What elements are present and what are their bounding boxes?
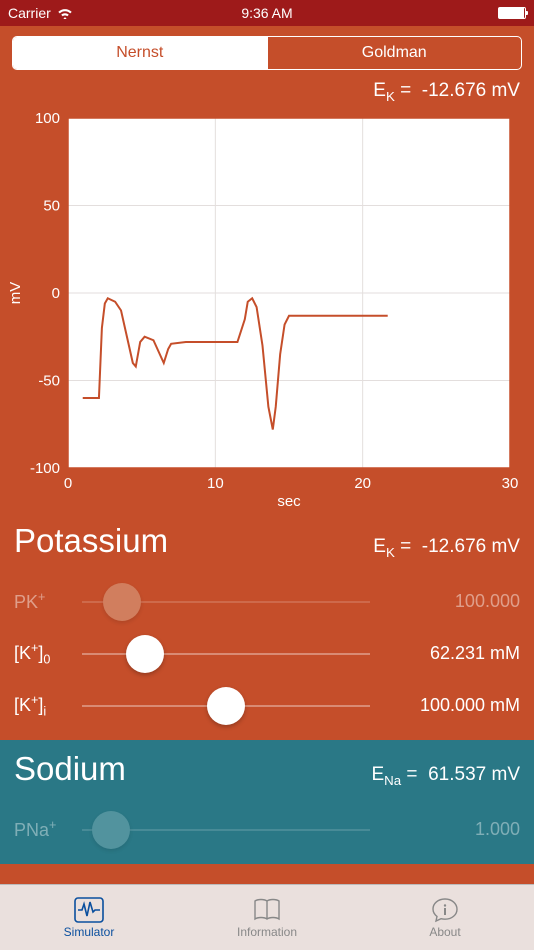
svg-text:50: 50	[43, 197, 60, 214]
slider-label: PK+	[14, 590, 82, 613]
voltage-chart: -100 -50 0 50 100 0 10 20 30 mV sec	[0, 112, 534, 512]
potassium-title: Potassium	[14, 522, 168, 560]
tab-bar: Simulator Information About	[0, 884, 534, 950]
clock: 9:36 AM	[181, 5, 354, 21]
ek-readout: EK = -12.676 mV	[0, 76, 534, 112]
slider[interactable]	[82, 587, 370, 617]
battery-icon	[498, 7, 526, 19]
slider-value: 1.000	[370, 819, 520, 840]
slider[interactable]	[82, 639, 370, 669]
svg-text:10: 10	[207, 475, 224, 492]
tab-about[interactable]: About	[356, 885, 534, 950]
svg-text:20: 20	[354, 475, 371, 492]
slider-label: [K+]0	[14, 641, 82, 667]
sodium-ek: ENa = 61.537 mV	[371, 764, 520, 788]
slider-value: 62.231 mM	[370, 643, 520, 664]
tab-information[interactable]: Information	[178, 885, 356, 950]
slider-label: PNa+	[14, 818, 82, 841]
slider-value: 100.000 mM	[370, 695, 520, 716]
potassium-row: [K+]i 100.000 mM	[14, 680, 520, 732]
svg-text:mV: mV	[7, 282, 24, 305]
slider[interactable]	[82, 691, 370, 721]
svg-text:100: 100	[35, 112, 60, 127]
sodium-title: Sodium	[14, 750, 126, 788]
svg-text:-50: -50	[38, 372, 60, 389]
book-icon	[252, 897, 282, 923]
sodium-row: PNa+ 1.000	[14, 804, 520, 856]
segment-nernst[interactable]: Nernst	[13, 37, 268, 69]
svg-text:0: 0	[64, 475, 72, 492]
segment-goldman[interactable]: Goldman	[268, 37, 522, 69]
potassium-ek: EK = -12.676 mV	[373, 536, 520, 560]
tab-label: Simulator	[64, 925, 115, 939]
tab-simulator[interactable]: Simulator	[0, 885, 178, 950]
status-bar: Carrier 9:36 AM	[0, 0, 534, 26]
slider[interactable]	[82, 815, 370, 845]
slider-label: [K+]i	[14, 693, 82, 719]
tab-label: About	[429, 925, 460, 939]
sodium-section: Sodium ENa = 61.537 mV PNa+ 1.000	[0, 740, 534, 864]
wifi-icon	[57, 7, 73, 19]
slider-value: 100.000	[370, 591, 520, 612]
potassium-row: [K+]0 62.231 mM	[14, 628, 520, 680]
potassium-section: Potassium EK = -12.676 mV PK+ 100.000 [K+]…	[0, 512, 534, 740]
tab-label: Information	[237, 925, 297, 939]
carrier-label: Carrier	[8, 5, 51, 21]
mode-segmented-control[interactable]: Nernst Goldman	[12, 36, 522, 70]
svg-text:0: 0	[52, 285, 60, 302]
svg-text:sec: sec	[277, 493, 301, 510]
info-icon	[430, 897, 460, 923]
potassium-row: PK+ 100.000	[14, 576, 520, 628]
simulator-icon	[74, 897, 104, 923]
svg-text:-100: -100	[30, 460, 60, 477]
ek-value: -12.676 mV	[422, 80, 520, 101]
svg-text:30: 30	[502, 475, 519, 492]
